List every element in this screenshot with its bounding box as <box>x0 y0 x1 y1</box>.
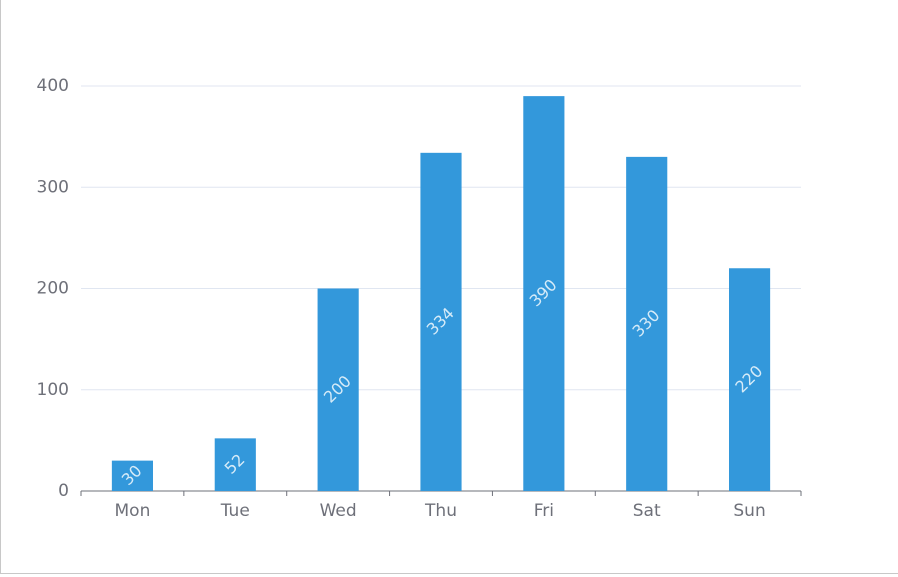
bar <box>523 96 565 491</box>
y-tick-label: 200 <box>37 279 69 299</box>
bar <box>214 438 256 491</box>
x-tick-label: Sun <box>733 501 765 521</box>
y-tick-label: 100 <box>37 380 69 400</box>
bar <box>420 152 462 491</box>
bar <box>729 268 771 491</box>
x-tick-label: Tue <box>220 501 250 521</box>
x-tick-label: Mon <box>115 501 151 521</box>
bar <box>626 156 668 491</box>
x-tick-label: Sat <box>633 501 661 521</box>
y-tick-label: 0 <box>58 481 69 501</box>
x-tick-label: Fri <box>534 501 554 521</box>
bar <box>111 460 153 491</box>
bar <box>317 288 359 491</box>
x-tick-label: Wed <box>320 501 357 521</box>
y-tick-label: 400 <box>37 76 69 96</box>
y-tick-label: 300 <box>37 177 69 197</box>
x-tick-label: Thu <box>424 501 457 521</box>
